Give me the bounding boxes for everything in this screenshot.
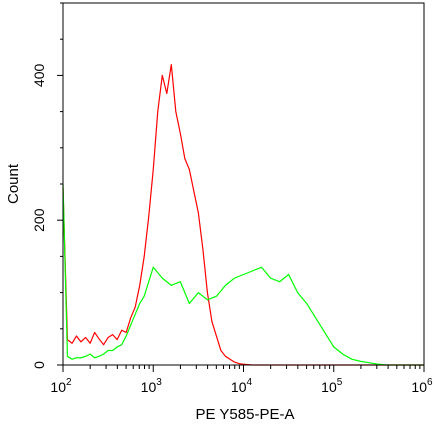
y-axis-label: Count	[5, 163, 22, 204]
plot-frame	[62, 2, 425, 366]
x-tick-label-2: 104	[231, 377, 253, 395]
y-tick-label-0: 0	[31, 361, 47, 369]
y-tick-label-2: 400	[31, 64, 47, 88]
x-tick-label-0: 102	[50, 377, 72, 395]
ticks-layer: 0 200 400 102 103 104 105 106	[31, 2, 433, 395]
x-tick-label-3: 105	[321, 377, 343, 395]
x-tick-label-4: 106	[411, 377, 433, 395]
x-tick-label-1: 103	[141, 377, 163, 395]
x-axis-label: PE Y585-PE-A	[196, 406, 295, 423]
series-line-0	[62, 63, 424, 366]
series-layer	[62, 63, 424, 366]
y-tick-label-1: 200	[31, 208, 47, 232]
series-line-1	[62, 183, 424, 366]
